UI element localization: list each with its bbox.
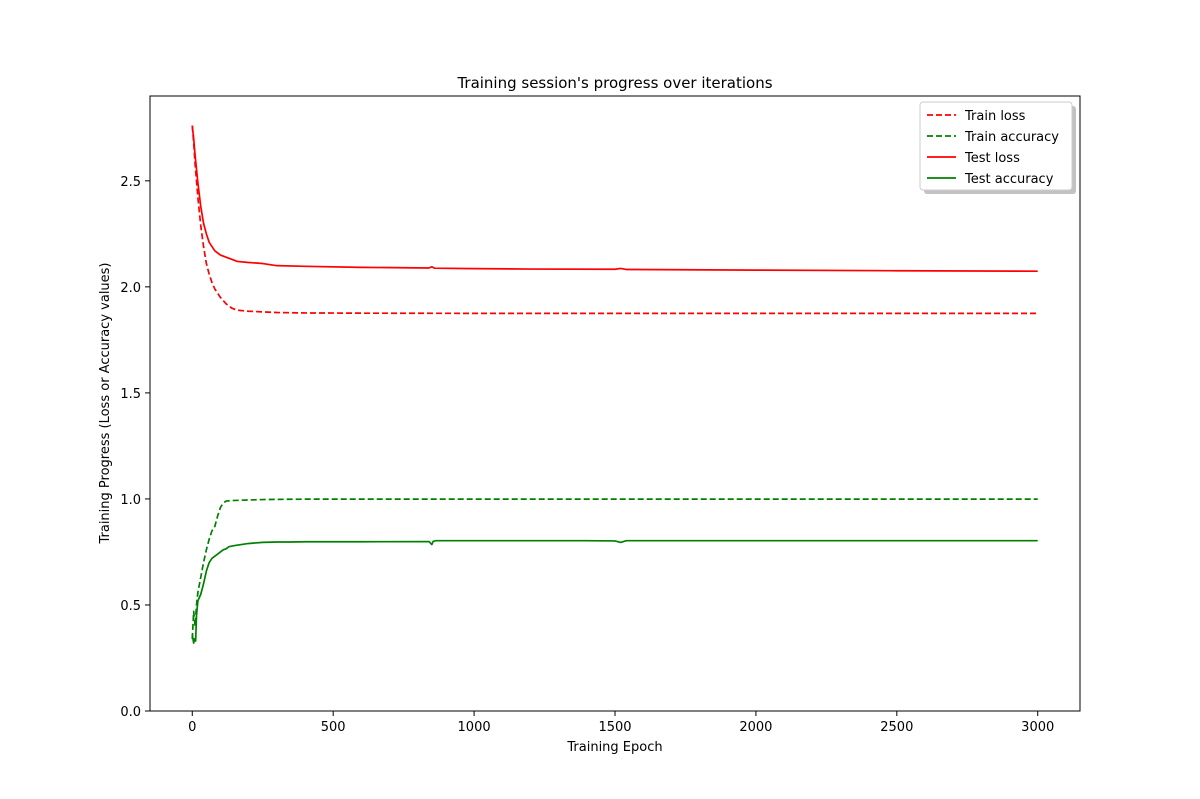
legend-label: Train loss <box>964 109 1026 124</box>
series-line-train-loss <box>191 125 1038 315</box>
series-line-test-loss <box>191 125 1038 273</box>
y-tick-label: 0.0 <box>120 705 141 720</box>
x-tick-label: 1500 <box>598 720 631 735</box>
x-axis-label: Training Epoch <box>566 740 662 755</box>
x-tick-label: 0 <box>188 720 196 735</box>
x-tick-label: 500 <box>321 720 346 735</box>
legend: Train loss Train accuracy Test loss Test ac… <box>919 101 1076 194</box>
series-line-train-accuracy <box>191 498 1038 639</box>
chart-title: Training session's progress over iterati… <box>456 74 772 92</box>
x-tick-label: 3000 <box>1021 720 1054 735</box>
series-line-test-accuracy <box>191 539 1038 644</box>
y-axis-label: Training Progress (Loss or Accuracy valu… <box>98 262 113 544</box>
legend-label: Test loss <box>964 151 1020 166</box>
x-axis-ticks: 0 500 1000 1500 2000 2500 3000 <box>188 711 1054 735</box>
y-tick-label: 2.0 <box>120 281 141 296</box>
y-tick-label: 1.5 <box>120 387 141 402</box>
legend-box <box>919 101 1073 191</box>
x-tick-label: 2000 <box>739 720 772 735</box>
y-tick-label: 1.0 <box>120 493 141 508</box>
legend-label: Train accuracy <box>964 130 1059 145</box>
x-tick-label: 2500 <box>880 720 913 735</box>
x-tick-label: 1000 <box>458 720 491 735</box>
legend-label: Test accuracy <box>964 172 1054 187</box>
y-tick-label: 0.5 <box>120 599 141 614</box>
series-lines <box>191 125 1038 644</box>
y-axis-ticks: 0.0 0.5 1.0 1.5 2.0 2.5 <box>120 175 150 720</box>
y-tick-label: 2.5 <box>120 175 141 190</box>
